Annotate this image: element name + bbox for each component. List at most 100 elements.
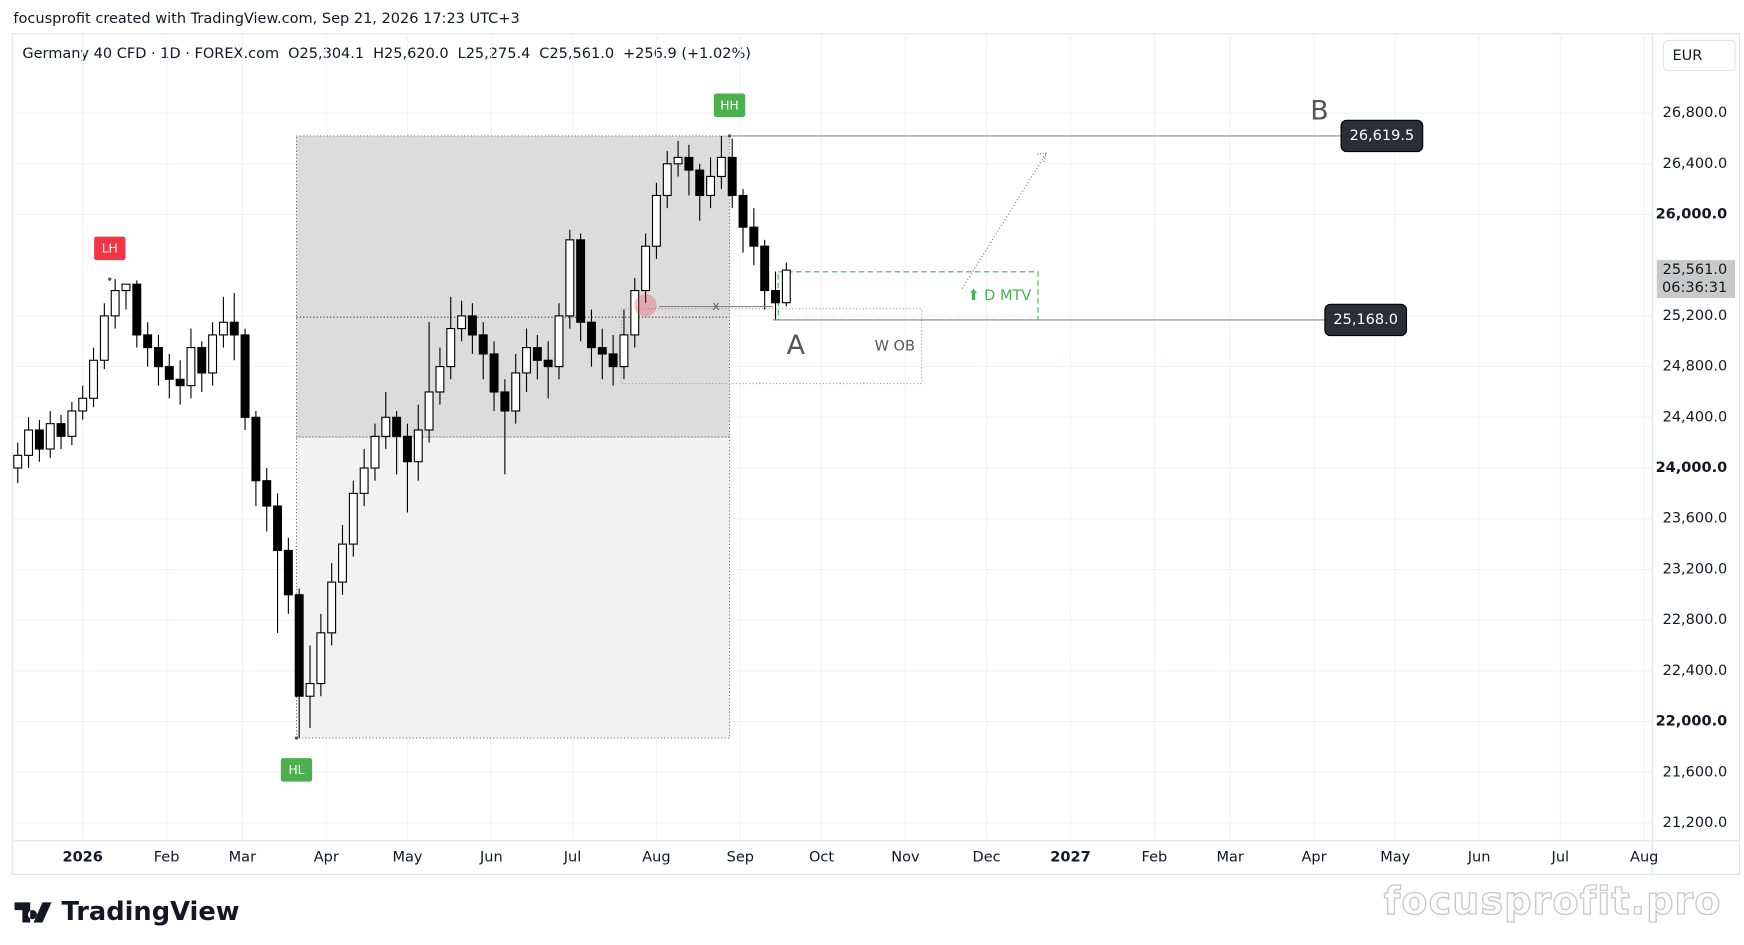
candle-body (348, 492, 358, 545)
x-tick-label: Aug (1630, 850, 1658, 866)
candle-body (13, 454, 23, 469)
candle-body (684, 156, 694, 171)
candle-body (316, 632, 326, 685)
logo-text: TradingView (61, 897, 239, 927)
candle-body (413, 429, 423, 463)
candle-body (543, 359, 553, 368)
y-tick-label: 26,400.0 (1663, 156, 1728, 172)
candle-body (283, 549, 293, 596)
x-tick-label: Sep (727, 850, 754, 866)
candle-body (435, 366, 445, 393)
watermark: focusprofit.pro (1384, 879, 1722, 923)
stat: +256.9 (+1.02%) (623, 46, 751, 62)
wave-label: A (787, 330, 806, 361)
candle-body (630, 289, 640, 336)
candle-body (294, 594, 304, 697)
x-tick-label: Jul (563, 850, 582, 866)
x-tick-label: May (392, 850, 422, 866)
candle-body (587, 321, 596, 349)
candle-body (641, 245, 651, 292)
candle-body (457, 315, 467, 330)
candle-body (727, 156, 737, 197)
currency-button[interactable] (1662, 39, 1736, 72)
countdown: 06:36:31 (1662, 280, 1727, 296)
marker-anchor (727, 134, 732, 138)
range-lower (296, 436, 730, 739)
candle-body (619, 334, 629, 368)
candle-body (522, 347, 531, 374)
candle-body (370, 435, 380, 469)
price-label: 26,619.5 (1350, 128, 1415, 144)
symbol: Germany 40 CFD · 1D · FOREX.com (22, 46, 279, 62)
last-price-box (1656, 260, 1736, 299)
candle-body (99, 315, 109, 361)
marker-label: HH (720, 98, 738, 112)
zone-label: W OB (875, 339, 915, 355)
projection-arrow (961, 152, 1047, 289)
zone-label: ⬆ D MTV (967, 288, 1031, 304)
candle-body (175, 378, 185, 387)
marker-anchor (108, 277, 112, 281)
candle-body (305, 682, 315, 697)
overlays: 26,619.5 25,168.0 x HH LH HL A B 25,561.0 06:36:3… (94, 93, 1736, 782)
y-tick-label: 23,200.0 (1663, 561, 1728, 577)
candle-body (132, 283, 142, 336)
x-tick-label: Mar (1216, 850, 1243, 866)
cross-label: x (712, 299, 719, 313)
candle-body (197, 347, 207, 374)
y-tick-label: 21,200.0 (1663, 815, 1728, 831)
candle-body (511, 372, 521, 412)
x-tick-label: 2027 (1050, 850, 1090, 866)
y-tick-label: 22,400.0 (1663, 663, 1728, 679)
wave-label: B (1310, 95, 1328, 126)
candle-body (554, 315, 564, 368)
y-tick-label: 21,600.0 (1663, 764, 1728, 780)
y-tick-label: 25,200.0 (1663, 308, 1728, 324)
y-tick-label: 22,000.0 (1656, 714, 1728, 730)
candle-body (208, 334, 218, 374)
stat: L25,275.4 (458, 46, 531, 62)
x-tick-label: Jul (1551, 850, 1570, 866)
marker-box (280, 758, 313, 782)
x-tick-label: Oct (809, 850, 834, 866)
candle-body (597, 347, 607, 355)
y-tick-label: 22,800.0 (1663, 612, 1728, 628)
marker-box (713, 93, 746, 117)
candle-body (327, 581, 337, 634)
x-tick-label: Mar (229, 850, 256, 866)
candle-body (706, 175, 716, 197)
candle-body (532, 347, 542, 361)
candle-body (738, 194, 748, 228)
candle-body (673, 156, 683, 165)
candle-body (89, 359, 98, 399)
candle-body (608, 353, 618, 368)
candle-body (229, 321, 239, 336)
candle-body (251, 416, 261, 482)
candle-body (402, 435, 412, 463)
candle-body (576, 239, 586, 323)
candle-body (446, 328, 456, 368)
candle-body (651, 194, 661, 247)
y-tick-label: 24,400.0 (1663, 409, 1728, 425)
candle-body (695, 169, 705, 197)
candle-body (45, 423, 55, 450)
x-tick-label: Apr (314, 850, 339, 866)
candle-body (565, 239, 575, 317)
marker-box (94, 236, 126, 261)
x-tick-label: Dec (973, 850, 1001, 866)
y-tick-label: 26,800.0 (1663, 105, 1728, 121)
x-tick-label: Jun (1467, 850, 1491, 866)
candle-body (781, 269, 791, 304)
candle-body (500, 391, 510, 412)
touch-point (634, 294, 657, 317)
candle-body (760, 245, 770, 292)
currency[interactable]: EUR (1672, 48, 1702, 64)
stat: C25,561.0 (539, 46, 614, 62)
logo: TradingView (14, 897, 240, 927)
logo-icon (14, 902, 52, 923)
marker-label: HL (288, 763, 304, 777)
candle-body (67, 410, 77, 437)
attribution: focusprofit created with TradingView.com… (13, 11, 519, 27)
